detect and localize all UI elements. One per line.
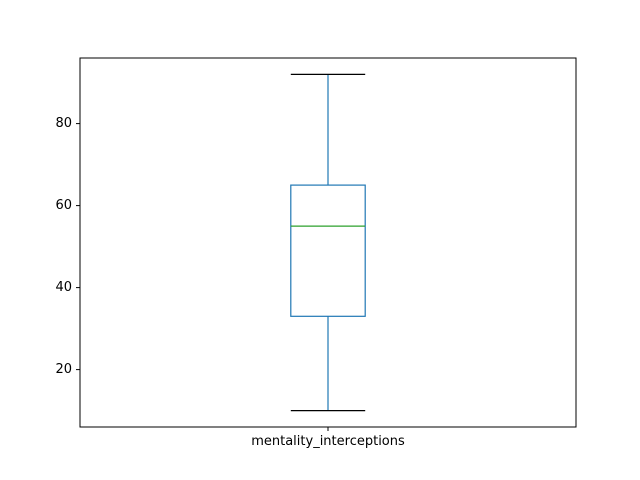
y-tick-label: 80: [55, 116, 72, 131]
y-tick-label: 60: [55, 198, 72, 213]
x-axis: mentality_interceptions: [251, 427, 405, 449]
box-series: [290, 73, 366, 412]
y-tick-label: 40: [55, 280, 72, 295]
y-tick-label: 20: [55, 362, 72, 377]
plot-frame: [79, 57, 577, 428]
y-axis: 20 40 60 80: [55, 116, 80, 377]
x-tick-label: mentality_interceptions: [251, 434, 405, 449]
interquartile-box: [290, 184, 366, 317]
